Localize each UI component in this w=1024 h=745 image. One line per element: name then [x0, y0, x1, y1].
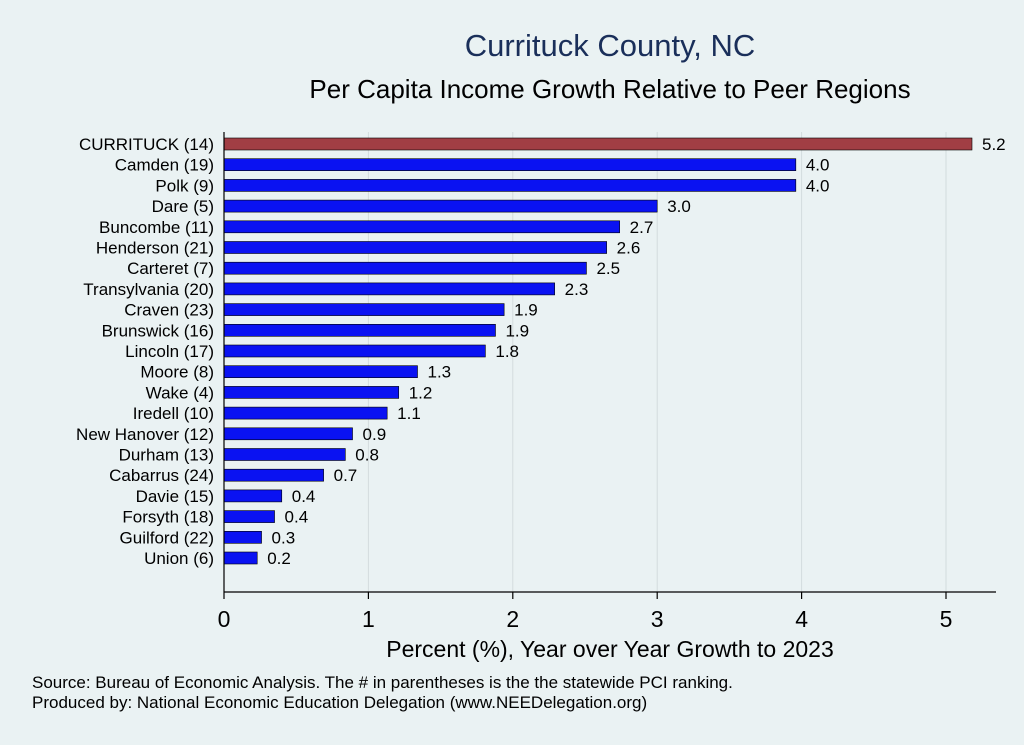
bar — [223, 406, 388, 420]
category-label: Transylvania (20) — [83, 280, 214, 299]
value-label: 2.3 — [565, 280, 589, 299]
x-tick-label: 3 — [651, 606, 664, 632]
value-label: 0.3 — [272, 528, 296, 547]
value-label: 1.8 — [495, 342, 519, 361]
category-label: Forsyth (18) — [122, 508, 214, 527]
value-label: 2.6 — [617, 239, 641, 258]
chart-title: Currituck County, NC — [464, 28, 756, 63]
category-label: Polk (9) — [155, 176, 214, 195]
bar — [223, 199, 658, 213]
x-tick-label: 2 — [506, 606, 519, 632]
value-label: 0.7 — [334, 466, 358, 485]
category-label: Dare (5) — [152, 197, 214, 216]
category-label: Camden (19) — [115, 156, 214, 175]
bar — [223, 137, 973, 151]
bar — [223, 530, 262, 544]
x-axis: 0 1 2 3 4 5 — [218, 132, 996, 632]
bar — [223, 551, 258, 565]
category-label: Guilford (22) — [120, 528, 214, 547]
bar — [223, 344, 486, 358]
value-label: 0.8 — [355, 446, 379, 465]
source-note: Source: Bureau of Economic Analysis. The… — [32, 673, 733, 692]
category-label: CURRITUCK (14) — [79, 135, 214, 154]
produced-by-note: Produced by: National Economic Education… — [32, 693, 648, 712]
value-label: 2.7 — [630, 218, 654, 237]
category-label: Henderson (21) — [96, 239, 214, 258]
bar — [223, 158, 797, 171]
bar — [223, 489, 283, 503]
value-label: 1.3 — [427, 363, 451, 382]
value-label: 1.9 — [514, 301, 538, 320]
bar — [223, 365, 418, 379]
category-label: Union (6) — [144, 549, 214, 568]
value-label: 4.0 — [806, 156, 830, 175]
value-label: 4.0 — [806, 176, 830, 195]
bar — [223, 282, 555, 296]
category-label: Carteret (7) — [127, 259, 214, 278]
value-label: 1.9 — [505, 321, 529, 340]
category-label: Wake (4) — [146, 383, 214, 402]
category-label: New Hanover (12) — [76, 425, 214, 444]
value-label: 5.2 — [982, 135, 1006, 154]
bar — [223, 468, 324, 482]
category-label: Lincoln (17) — [125, 342, 214, 361]
category-label: Moore (8) — [140, 363, 214, 382]
category-label: Cabarrus (24) — [109, 466, 214, 485]
category-label: Durham (13) — [119, 446, 214, 465]
category-label: Iredell (10) — [133, 404, 214, 423]
value-label: 0.2 — [267, 549, 291, 568]
bar — [223, 510, 275, 523]
bar — [223, 261, 587, 275]
category-label: Davie (15) — [136, 487, 214, 506]
value-label: 3.0 — [667, 197, 691, 216]
category-label: Buncombe (11) — [99, 218, 214, 237]
bar — [223, 179, 797, 192]
bar — [223, 323, 496, 337]
bar — [223, 448, 346, 461]
bar — [223, 303, 505, 316]
category-label: Craven (23) — [124, 301, 214, 320]
value-label: 1.1 — [397, 404, 421, 423]
category-label: Brunswick (16) — [102, 321, 214, 340]
x-axis-label: Percent (%), Year over Year Growth to 20… — [386, 636, 834, 662]
bar — [223, 427, 353, 441]
value-label: 1.2 — [409, 383, 433, 402]
chart-subtitle: Per Capita Income Growth Relative to Pee… — [309, 74, 911, 104]
bars: CURRITUCK (14) 5.2 Camden (19) 4.0 Polk (9) 4… — [76, 135, 1006, 568]
value-label: 2.5 — [596, 259, 620, 278]
bar — [223, 220, 620, 234]
value-label: 0.4 — [292, 487, 316, 506]
x-tick-label: 0 — [218, 606, 231, 632]
x-tick-label: 5 — [940, 606, 953, 632]
bar — [223, 386, 400, 399]
x-tick-label: 1 — [362, 606, 375, 632]
x-tick-label: 4 — [795, 606, 808, 632]
bar — [223, 241, 607, 254]
value-label: 0.4 — [285, 508, 309, 527]
value-label: 0.9 — [363, 425, 387, 444]
